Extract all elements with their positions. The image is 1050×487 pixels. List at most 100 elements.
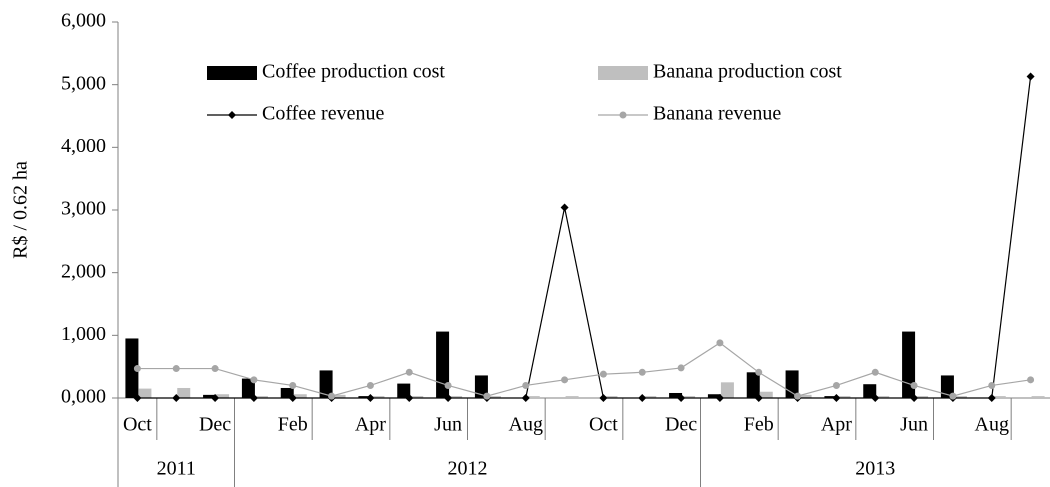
marker xyxy=(638,394,647,402)
y-tick-label: 4,000 xyxy=(61,135,106,157)
marker xyxy=(677,364,685,372)
line xyxy=(137,76,1032,399)
bar xyxy=(526,396,540,398)
bar xyxy=(992,396,1006,398)
x-group-label: 2011 xyxy=(157,458,196,480)
marker xyxy=(871,394,880,402)
x-tick-label: Dec xyxy=(665,414,697,436)
y-tick-label: 2,000 xyxy=(61,260,106,282)
legend-marker xyxy=(619,111,627,119)
bar xyxy=(876,396,890,398)
bar xyxy=(332,394,346,398)
marker xyxy=(794,392,802,400)
bar xyxy=(915,396,929,398)
marker xyxy=(250,376,258,384)
marker xyxy=(910,381,918,389)
marker xyxy=(366,381,374,389)
line xyxy=(137,342,1031,397)
x-tick-label: Oct xyxy=(589,414,618,436)
x-tick-label: Jun xyxy=(434,414,462,436)
bar xyxy=(837,396,851,398)
bar xyxy=(798,394,812,398)
bar xyxy=(138,388,152,398)
bar xyxy=(371,396,385,398)
bar xyxy=(449,396,463,398)
bar xyxy=(397,383,411,398)
marker xyxy=(444,381,452,389)
bar xyxy=(759,391,773,398)
bar xyxy=(682,396,696,398)
marker xyxy=(288,394,297,402)
x-tick-label: Aug xyxy=(509,414,543,436)
marker xyxy=(1027,376,1035,384)
y-tick-label: 0,000 xyxy=(61,386,106,408)
bar xyxy=(902,331,916,398)
x-tick-label: Jun xyxy=(900,414,928,436)
bar xyxy=(203,394,217,398)
marker xyxy=(328,392,336,400)
bar xyxy=(125,338,139,398)
x-group-label: 2013 xyxy=(855,458,895,480)
bar xyxy=(293,394,307,398)
marker xyxy=(832,381,840,389)
x-tick-label: Dec xyxy=(199,414,231,436)
bar xyxy=(487,396,501,398)
marker xyxy=(910,394,919,402)
bar xyxy=(410,396,424,398)
bar xyxy=(177,387,191,398)
bar xyxy=(669,392,683,398)
bar xyxy=(280,387,294,398)
bar xyxy=(720,382,734,398)
marker xyxy=(405,394,414,402)
marker xyxy=(366,394,375,402)
marker xyxy=(522,381,530,389)
y-tick-label: 5,000 xyxy=(61,72,106,94)
bar xyxy=(940,375,954,398)
legend-label: Coffee revenue xyxy=(262,103,384,125)
marker xyxy=(211,365,219,373)
marker xyxy=(172,394,181,402)
bar xyxy=(746,372,760,398)
marker xyxy=(638,368,646,376)
marker xyxy=(289,381,297,389)
bar xyxy=(565,396,579,398)
marker xyxy=(677,394,686,402)
marker xyxy=(249,394,258,402)
marker xyxy=(405,368,413,376)
marker xyxy=(444,394,453,402)
marker xyxy=(832,394,841,402)
x-tick-label: Aug xyxy=(975,414,1009,436)
x-tick-label: Feb xyxy=(278,414,308,436)
legend-label: Coffee production cost xyxy=(262,61,445,83)
marker xyxy=(560,203,569,212)
legend-label: Banana production cost xyxy=(653,61,842,83)
bar xyxy=(604,396,618,398)
marker xyxy=(599,370,607,378)
marker xyxy=(561,376,569,384)
marker xyxy=(949,392,957,400)
bar xyxy=(824,396,838,398)
bar xyxy=(436,331,450,398)
marker xyxy=(716,339,724,347)
marker xyxy=(988,381,996,389)
bar xyxy=(241,378,255,398)
bar xyxy=(319,370,333,398)
marker xyxy=(871,368,879,376)
legend-marker xyxy=(228,111,236,119)
marker xyxy=(483,392,491,400)
bar xyxy=(1031,396,1045,398)
legend-swatch xyxy=(207,66,257,80)
marker xyxy=(599,394,608,402)
bar xyxy=(216,394,230,398)
x-tick-label: Oct xyxy=(123,414,152,436)
bar xyxy=(643,396,657,398)
bar xyxy=(863,384,877,398)
marker xyxy=(133,394,142,402)
bar xyxy=(254,396,268,398)
marker xyxy=(172,365,180,373)
marker xyxy=(755,368,763,376)
bar xyxy=(707,394,721,398)
marker xyxy=(1026,72,1035,81)
